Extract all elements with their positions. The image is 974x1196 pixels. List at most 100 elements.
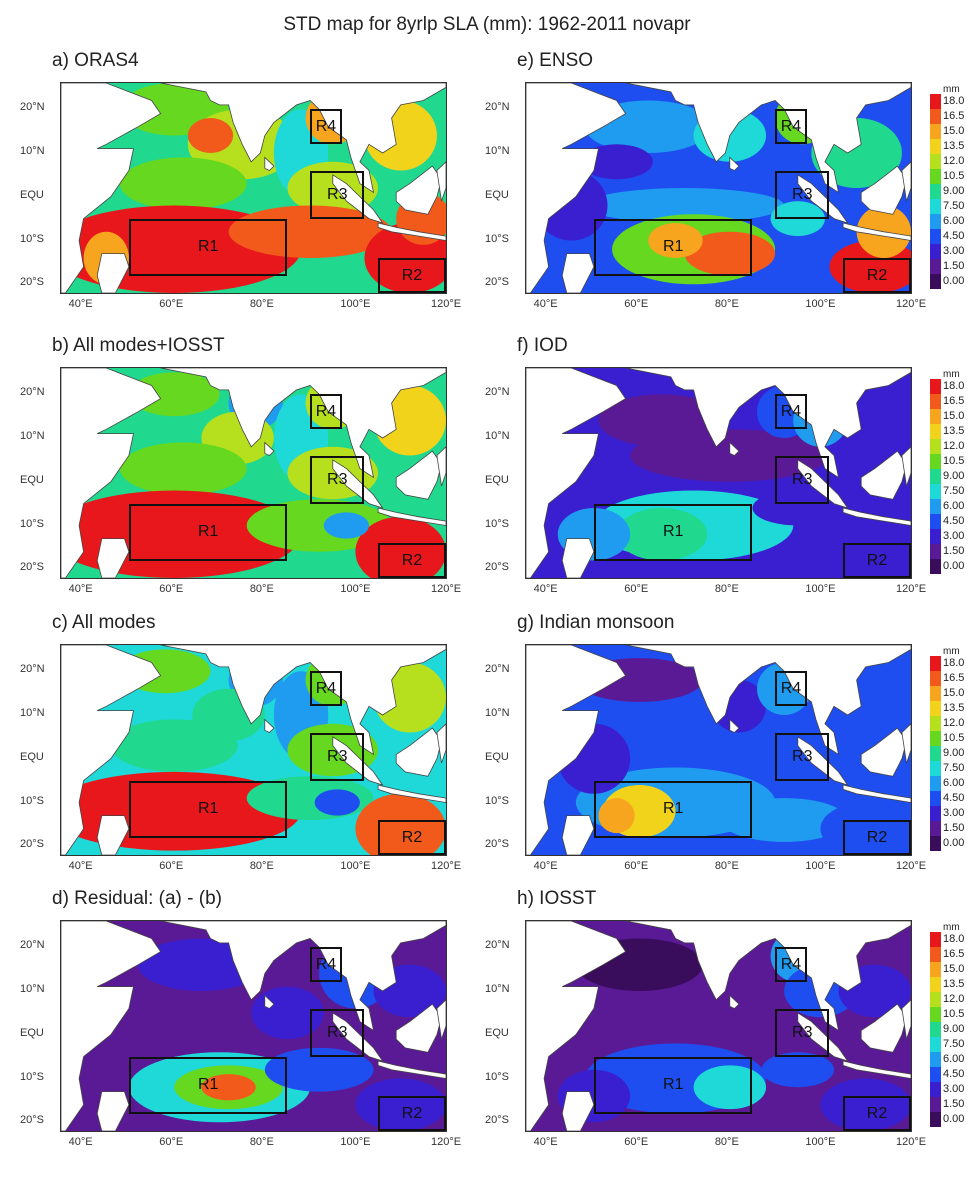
lat-tick-label: 10°S [20,517,44,530]
colorbar-swatch [930,1097,941,1112]
lon-tick-label: 100°E [805,860,836,872]
region-label: R4 [780,402,802,420]
colorbar-swatch [930,139,941,154]
land-mass [842,222,911,241]
lat-tick-label: 20°N [485,386,510,399]
colorbar-swatch [930,776,941,791]
lon-tick-label: 100°E [805,583,836,595]
land-mass [797,459,849,509]
panel-title: c) All modes [52,612,156,633]
sla-std-map: R1 R2 R3 R4 [525,82,912,294]
lon-tick-label: 100°E [340,860,371,872]
region-label: R1 [662,523,684,541]
panel-title: e) ENSO [517,50,594,71]
land-mass [526,83,627,293]
map-panel-iosst: h) IOSST R1 R2 R3 R4 20°N 10°N EQU 10°S 20°S 40°E 6… [465,888,964,1148]
region-label: R3 [327,747,348,765]
anomaly-blob [761,1052,834,1088]
region-box-r3: R3 [775,732,830,781]
lon-tick-label: 120°E [896,860,927,872]
region-label: R1 [662,1076,684,1094]
colorbar-swatch [930,1082,941,1097]
panel-title: f) IOD [517,335,568,356]
lat-tick-label: 20°N [20,939,45,952]
colorbar-swatch [930,109,941,124]
region-box-r4: R4 [310,109,342,145]
colorbar-level: 12.0 [943,155,965,167]
lon-tick-label: 60°E [624,1136,649,1148]
colorbar-level: 13.5 [943,425,965,437]
land-mass [264,718,275,733]
region-box-r4: R4 [775,109,807,145]
land-mass [96,815,130,855]
lat-tick-label: 10°N [20,145,45,157]
region-box-r1: R1 [128,503,288,561]
lat-tick-label: 10°N [485,145,510,157]
colorbar-level: 9.00 [943,185,965,197]
colorbar-level: 3.00 [943,530,965,542]
land-mass [332,736,384,786]
anomaly-blob [580,144,653,180]
colorbar-level: 9.00 [943,470,965,482]
lat-tick-label: EQU [485,1026,509,1039]
land-mass [332,174,384,224]
colorbar-level: 7.50 [943,1038,965,1050]
colorbar-level: 6.00 [943,215,965,227]
land-mass [901,723,911,764]
colorbar: mm 18.0 16.5 15.0 13.5 12.0 10.5 9.00 7.50 6.00 4.… [930,84,974,299]
colorbar-swatch [930,656,941,671]
colorbar-level: 15.0 [943,410,965,422]
region-label: R4 [315,679,337,697]
colorbar-swatch [930,154,941,169]
land-mass [860,1003,907,1053]
lat-tick-label: EQU [20,473,44,486]
lon-tick-label: 80°E [714,860,739,872]
region-box-r1: R1 [593,503,753,561]
colorbar-swatch [930,499,941,514]
land-mass [160,83,446,194]
map-panel-iod: f) IOD R1 R2 R3 R4 20°N 10°N EQU 10°S 20°S 40°E 60°… [465,335,964,595]
land-mass [561,253,595,293]
colorbar-swatch [930,731,941,746]
region-label: R3 [327,470,348,488]
colorbar-level: 0.00 [943,837,965,849]
colorbar-swatch [930,1112,941,1127]
land-mass [526,645,627,855]
colorbar-level: 15.0 [943,125,965,137]
lat-tick-label: EQU [20,188,44,201]
lat-tick-label: 20°S [485,276,509,289]
region-label: R4 [315,117,337,135]
land-mass [561,815,595,855]
sla-std-map: R1 R2 R3 R4 [525,367,912,579]
lon-tick-label: 40°E [68,583,93,595]
colorbar-level: 18.0 [943,380,965,392]
colorbar-swatch [930,932,941,947]
region-label: R3 [792,470,813,488]
colorbar: mm 18.0 16.5 15.0 13.5 12.0 10.5 9.00 7.50 6.00 4.… [930,922,974,1137]
region-label: R4 [315,955,337,973]
land-mass [625,83,911,194]
land-mass [264,994,275,1009]
region-box-r3: R3 [310,455,365,504]
lon-tick-label: 100°E [340,298,371,310]
colorbar-level: 12.0 [943,440,965,452]
lon-tick-label: 80°E [714,1136,739,1148]
colorbar-level: 3.00 [943,1083,965,1095]
land-mass [901,446,911,487]
sla-std-map: R1 R2 R3 R4 [60,644,447,856]
lon-tick-label: 80°E [714,583,739,595]
region-box-r2: R2 [843,543,911,578]
region-label: R2 [401,828,423,846]
region-label: R1 [197,523,219,541]
lat-tick-label: 10°N [485,983,510,995]
land-mass [436,999,446,1040]
land-mass [625,368,911,479]
lat-tick-label: 20°N [485,939,510,952]
lon-tick-label: 60°E [159,860,184,872]
map-panel-allplus: b) All modes+IOSST R1 R2 R3 R4 20°N 10°N EQU 10°… [0,335,461,595]
lon-tick-label: 40°E [533,860,558,872]
region-box-r3: R3 [775,455,830,504]
lat-tick-label: 20°S [20,561,44,574]
anomaly-blob [584,188,785,223]
lat-tick-label: 10°S [485,517,509,530]
